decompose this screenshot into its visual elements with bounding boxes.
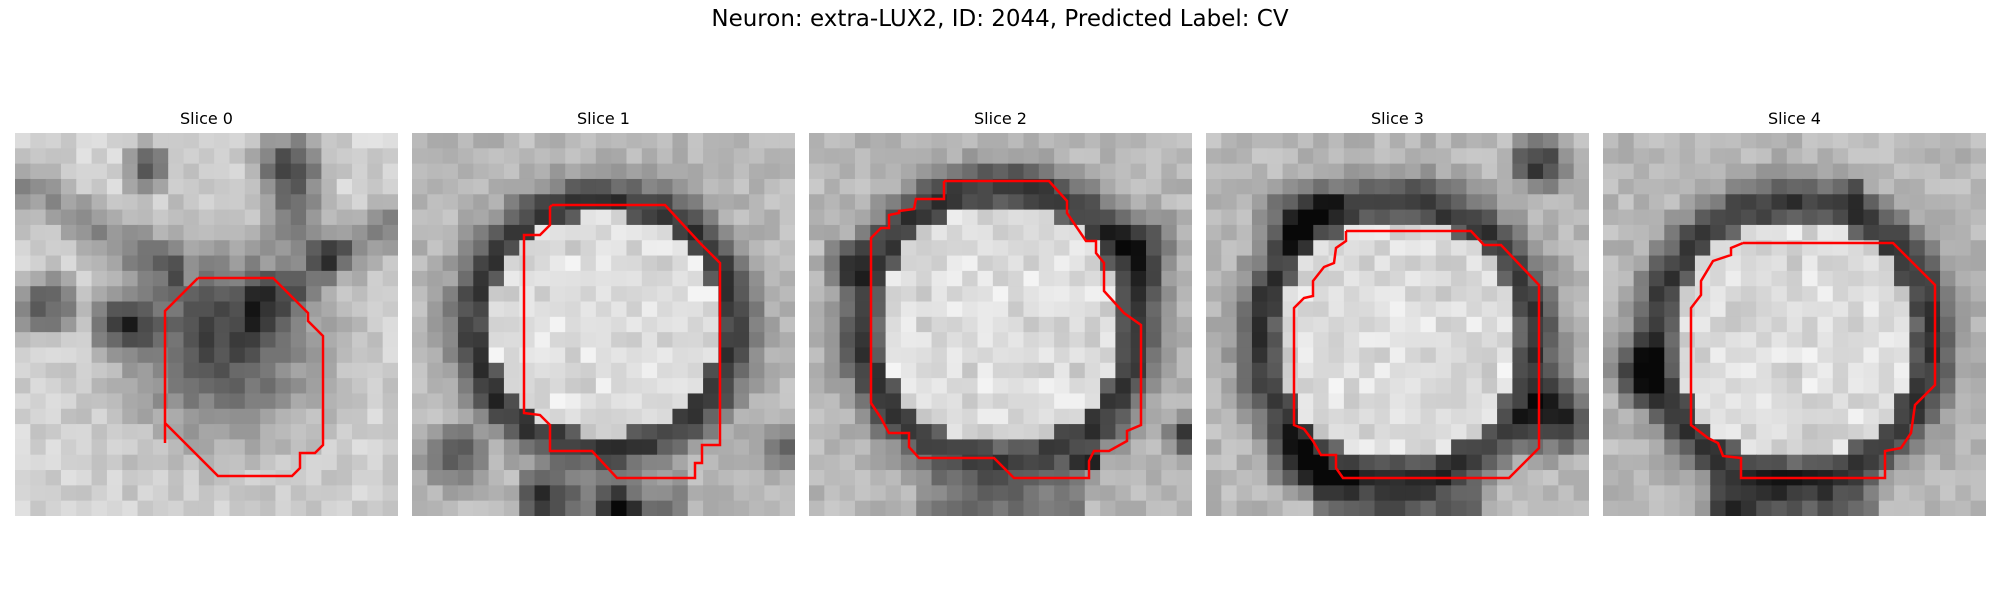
segmentation-outline-3 (1292, 229, 1541, 480)
segmentation-outline-0 (163, 276, 325, 478)
figure-title: Neuron: extra-LUX2, ID: 2044, Predicted … (711, 6, 1289, 32)
slice-title-2: Slice 2 (974, 109, 1027, 128)
em-image-3 (1206, 133, 1589, 516)
slice-panel-1: Slice 1 (412, 108, 795, 516)
slice-image-1 (412, 133, 795, 516)
slice-title-0: Slice 0 (180, 109, 233, 128)
em-image-2 (809, 133, 1192, 516)
slice-panel-3: Slice 3 (1206, 108, 1589, 516)
segmentation-outline-1 (522, 203, 722, 480)
slice-title-3: Slice 3 (1371, 109, 1424, 128)
segmentation-outline-4 (1689, 241, 1937, 480)
slice-panel-2: Slice 2 (809, 108, 1192, 516)
em-image-1 (412, 133, 795, 516)
slice-image-3 (1206, 133, 1589, 516)
segmentation-outline-2 (869, 179, 1143, 480)
slice-image-0 (15, 133, 398, 516)
slice-panel-0: Slice 0 (15, 108, 398, 516)
slice-title-1: Slice 1 (577, 109, 630, 128)
slice-image-4 (1603, 133, 1986, 516)
slice-panel-4: Slice 4 (1603, 108, 1986, 516)
em-image-4 (1603, 133, 1986, 516)
em-image-0 (15, 133, 398, 516)
slice-title-4: Slice 4 (1768, 109, 1821, 128)
slice-image-2 (809, 133, 1192, 516)
